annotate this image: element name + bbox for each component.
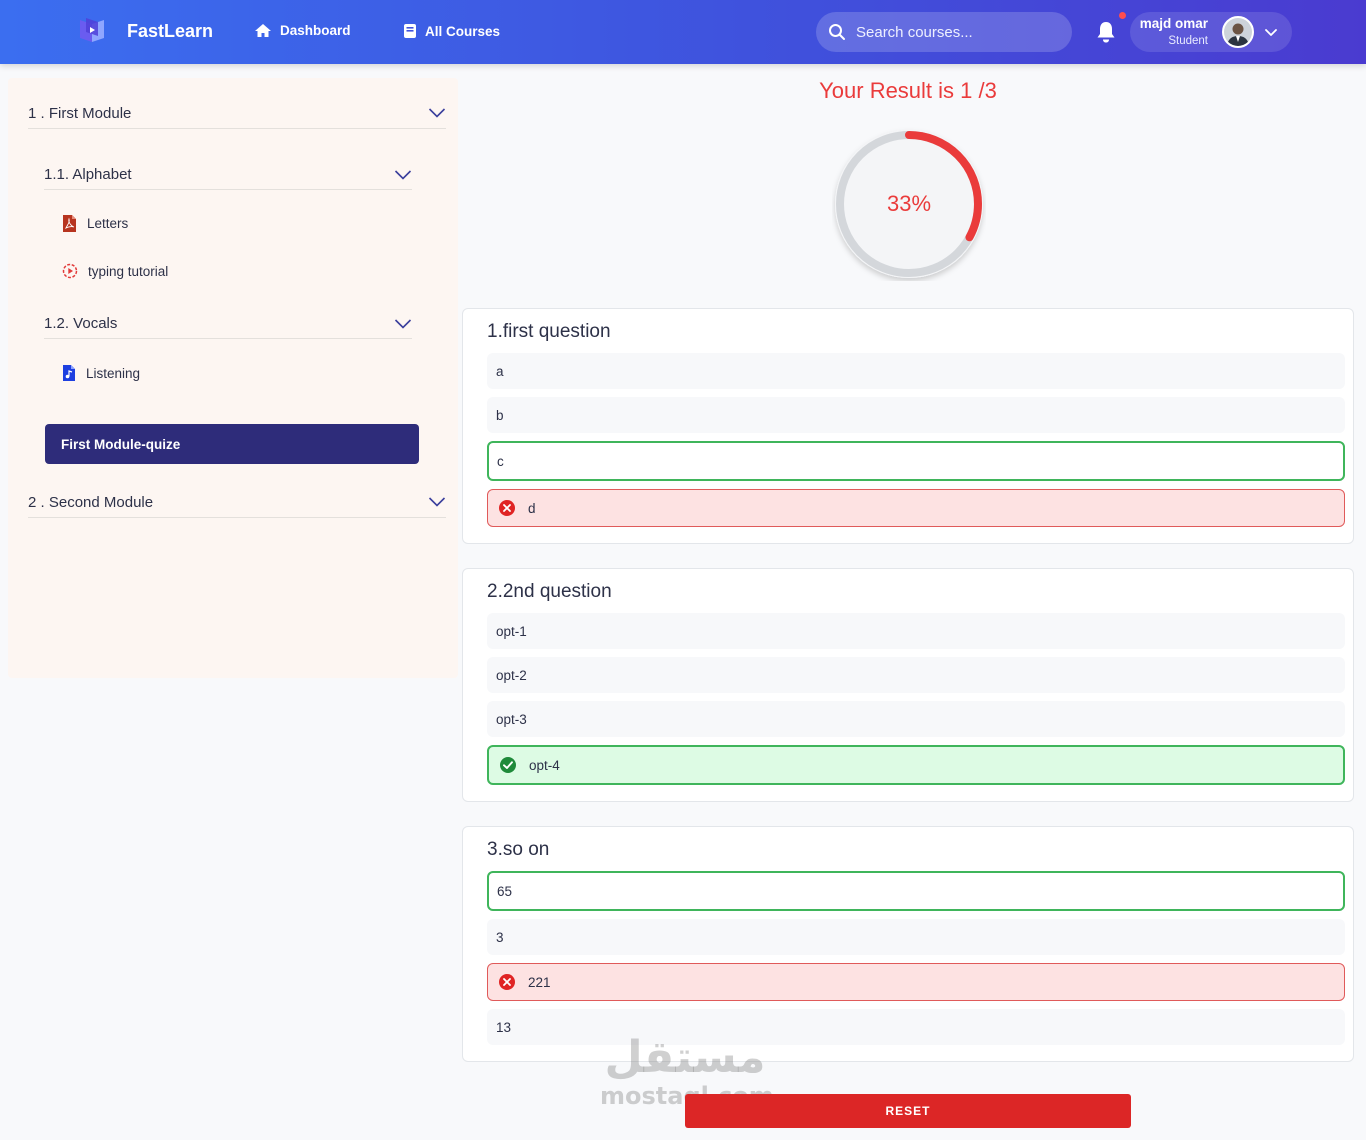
user-name: majd omar — [1139, 16, 1208, 31]
result-progress-arc — [836, 131, 982, 277]
sidebar-quiz-button[interactable]: First Module-quize — [45, 424, 419, 464]
chevron-down-icon[interactable] — [428, 496, 446, 508]
question-title: 3.so on — [487, 839, 550, 860]
option-label: d — [528, 500, 536, 516]
nav-dashboard-label: Dashboard — [280, 23, 351, 38]
submodule-label: 1.2. Vocals — [44, 315, 118, 332]
answer-option-right[interactable]: opt-4 — [487, 745, 1345, 785]
brand-name[interactable]: FastLearn — [127, 21, 214, 41]
answer-option-wrong[interactable]: 221 — [487, 963, 1345, 1001]
answer-option-correct[interactable]: c — [487, 441, 1345, 481]
search-box — [816, 12, 1072, 52]
answer-option-wrong[interactable]: d — [487, 489, 1345, 527]
user-role: Student — [1168, 35, 1208, 47]
lesson-label: Listening — [86, 365, 141, 381]
answer-option[interactable]: opt-2 — [487, 657, 1345, 693]
question-card-3: 3.so on 65 3 221 13 — [462, 826, 1354, 1062]
answer-option[interactable]: opt-3 — [487, 701, 1345, 737]
avatar[interactable] — [1222, 16, 1254, 48]
error-x-icon — [499, 974, 515, 990]
module-label: 2 . Second Module — [28, 493, 154, 511]
watermark-arabic: مستقل — [604, 1032, 766, 1083]
sidebar-lesson-listening[interactable]: Listening — [62, 364, 140, 382]
lesson-label: Letters — [87, 216, 129, 231]
option-label: 65 — [497, 883, 513, 899]
sidebar-lesson-typing-tutorial[interactable]: typing tutorial — [62, 263, 168, 279]
chevron-down-icon[interactable] — [1264, 25, 1278, 39]
answer-option[interactable]: 13 — [487, 1009, 1345, 1045]
question-title: 1.first question — [487, 321, 611, 342]
user-photo-icon — [1224, 18, 1252, 46]
search-input[interactable] — [856, 23, 1056, 41]
nav-dashboard[interactable]: Dashboard — [254, 23, 351, 38]
fastlearn-logo-icon[interactable] — [76, 16, 108, 44]
chevron-down-icon[interactable] — [394, 318, 412, 330]
module-label: 1 . First Module — [28, 104, 132, 122]
option-label: 3 — [496, 929, 504, 945]
nav-all-courses[interactable]: All Courses — [403, 23, 500, 39]
answer-option-correct[interactable]: 65 — [487, 871, 1345, 911]
notification-bell-icon[interactable] — [1095, 20, 1117, 44]
answer-option[interactable]: opt-1 — [487, 613, 1345, 649]
home-icon — [255, 24, 271, 37]
reset-button[interactable]: RESET — [685, 1094, 1131, 1128]
result-percent: 33% — [886, 191, 932, 216]
answer-option[interactable]: b — [487, 397, 1345, 433]
option-label: opt-3 — [496, 711, 527, 727]
sidebar-submodule-vocals[interactable]: 1.2. Vocals — [44, 309, 412, 339]
option-label: b — [496, 407, 504, 423]
option-label: 221 — [528, 974, 551, 990]
user-menu[interactable]: majd omar Student — [1130, 12, 1292, 52]
option-label: opt-2 — [496, 667, 527, 683]
option-label: a — [496, 363, 504, 379]
answer-option[interactable]: a — [487, 353, 1345, 389]
option-label: opt-4 — [529, 757, 560, 773]
sidebar-submodule-alphabet[interactable]: 1.1. Alphabet — [44, 160, 412, 190]
notification-badge — [1119, 12, 1126, 19]
lesson-label: typing tutorial — [88, 263, 169, 279]
sidebar-lesson-letters[interactable]: Letters — [62, 214, 128, 233]
option-label: opt-1 — [496, 623, 527, 639]
nav-all-courses-label: All Courses — [425, 23, 501, 39]
result-progress-ring — [835, 130, 983, 278]
course-sidebar: 1 . First Module 1.1. Alphabet Letters t… — [8, 78, 458, 678]
result-title: Your Result is 1 /3 — [819, 78, 997, 103]
question-card-2: 2.2nd question opt-1 opt-2 opt-3 opt-4 — [462, 568, 1354, 802]
top-header: FastLearn Dashboard All Courses majd oma… — [0, 0, 1366, 64]
video-play-icon — [62, 263, 78, 279]
submodule-label: 1.1. Alphabet — [44, 166, 132, 183]
audio-file-icon — [63, 365, 75, 381]
check-circle-icon — [500, 757, 516, 773]
option-label: c — [497, 453, 504, 469]
pdf-file-icon — [63, 215, 76, 232]
error-x-icon — [499, 500, 515, 516]
option-label: 13 — [496, 1019, 512, 1035]
book-icon — [404, 24, 416, 38]
sidebar-module-first[interactable]: 1 . First Module — [28, 98, 446, 129]
answer-option[interactable]: 3 — [487, 919, 1345, 955]
question-card-1: 1.first question a b c d — [462, 308, 1354, 544]
sidebar-module-second[interactable]: 2 . Second Module — [28, 487, 446, 518]
search-icon[interactable] — [828, 23, 846, 41]
chevron-down-icon[interactable] — [428, 107, 446, 119]
chevron-down-icon[interactable] — [394, 169, 412, 181]
question-title: 2.2nd question — [487, 581, 612, 602]
